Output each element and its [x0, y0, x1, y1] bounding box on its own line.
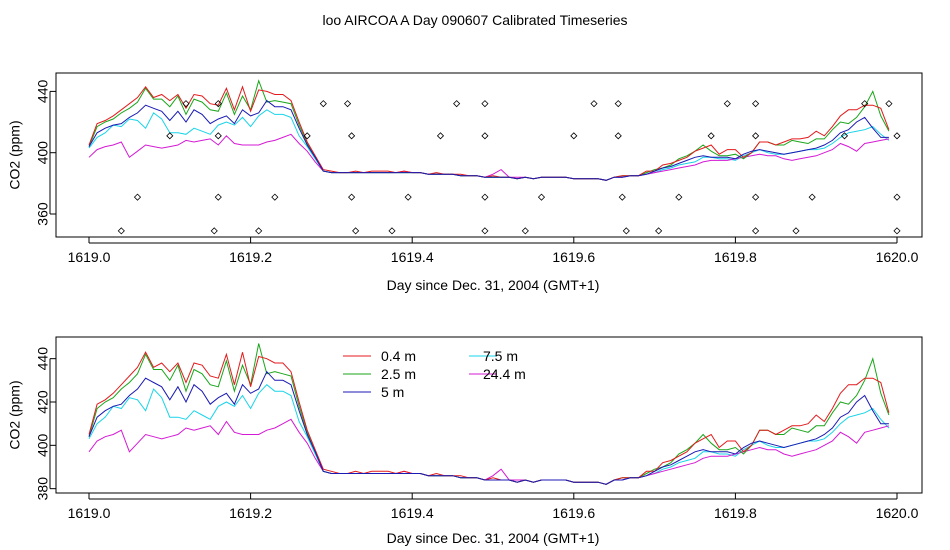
- flag-marker: [166, 132, 174, 140]
- x-axis-label: Day since Dec. 31, 2004 (GMT+1): [387, 530, 600, 546]
- flag-marker: [481, 227, 489, 235]
- x-tick-label: 1620.0: [876, 505, 919, 521]
- flag-marker: [893, 132, 901, 140]
- flag-marker: [570, 132, 578, 140]
- flag-marker: [622, 227, 630, 235]
- x-tick-label: 1620.0: [876, 249, 919, 265]
- y-tick-label: 360: [35, 202, 51, 226]
- flag-marker: [893, 227, 901, 235]
- flag-marker: [481, 132, 489, 140]
- flag-marker: [521, 227, 529, 235]
- flag-marker: [752, 227, 760, 235]
- flag-marker: [481, 100, 489, 108]
- bottom-panel: 1619.0 1619.2 1619.4 1619.6 1619.8 1620.0 380 4…: [7, 336, 923, 546]
- flag-marker: [352, 227, 360, 235]
- flag-marker: [808, 193, 816, 201]
- flag-marker: [214, 132, 222, 140]
- flag-marker: [348, 132, 356, 140]
- flag-marker: [618, 193, 626, 201]
- flag-marker: [303, 132, 311, 140]
- series-line-s5: [88, 99, 889, 181]
- x-tick-label: 1619.0: [68, 505, 111, 521]
- x-tick-label: 1619.0: [68, 249, 111, 265]
- x-tick-label: 1619.4: [391, 249, 434, 265]
- flag-marker: [707, 132, 715, 140]
- x-tick-label: 1619.8: [714, 505, 757, 521]
- x-tick-label: 1619.6: [552, 505, 595, 521]
- flag-marker: [537, 193, 546, 201]
- y-tick-label: 400: [35, 141, 51, 165]
- series-group: [88, 343, 890, 485]
- y-axis-label: CO2 (ppm): [7, 120, 23, 189]
- plot-frame: [55, 72, 923, 238]
- legend-label: 2.5 m: [381, 366, 416, 382]
- x-axis-label: Day since Dec. 31, 2004 (GMT+1): [387, 277, 600, 293]
- y-axis-label: CO2 (ppm): [7, 380, 23, 449]
- series-line-s75: [88, 109, 890, 181]
- flag-marker: [388, 227, 396, 235]
- legend-label: 24.4 m: [483, 366, 526, 382]
- flag-marker: [885, 100, 893, 108]
- series-line-s04: [88, 85, 890, 181]
- y-tick-label: 420: [35, 390, 51, 414]
- flag-marker: [840, 132, 849, 140]
- y-tick-label: 440: [35, 347, 51, 371]
- series-line-s244: [88, 418, 890, 485]
- series-line-s5: [88, 370, 889, 485]
- flag-marker: [348, 193, 356, 201]
- flag-marker: [255, 227, 263, 235]
- flag-marker: [436, 132, 445, 140]
- series-line-s04: [88, 351, 890, 485]
- flag-marker: [675, 193, 683, 201]
- flag-marker: [404, 193, 412, 201]
- flag-marker: [210, 227, 218, 235]
- y-tick-label: 380: [35, 477, 51, 501]
- series-line-s25: [88, 343, 890, 485]
- legend-label: 7.5 m: [483, 348, 518, 364]
- flag-marker: [614, 132, 622, 140]
- x-tick-label: 1619.8: [714, 249, 757, 265]
- flag-marker: [271, 193, 279, 201]
- series-line-s25: [88, 79, 890, 181]
- legend-label: 0.4 m: [381, 348, 416, 364]
- flag-marker: [861, 100, 869, 108]
- flag-marker: [893, 193, 901, 201]
- x-tick-label: 1619.4: [391, 505, 434, 521]
- flag-marker: [133, 193, 142, 201]
- x-tick-label: 1619.2: [229, 505, 272, 521]
- flag-marker: [182, 100, 190, 108]
- flag-marker: [655, 227, 663, 235]
- top-panel: 1619.0 1619.2 1619.4 1619.6 1619.8 1620.0 360 4…: [7, 72, 923, 293]
- x-tick-label: 1619.2: [229, 249, 272, 265]
- flag-marker: [792, 227, 800, 235]
- flag-marker: [319, 100, 327, 108]
- series-line-s244: [88, 133, 889, 181]
- flag-marker: [343, 100, 352, 108]
- series-group: [88, 79, 890, 181]
- plot-frame: [55, 336, 923, 494]
- figure-title: loo AIRCOA A Day 090607 Calibrated Times…: [322, 12, 627, 28]
- flag-marker: [752, 132, 760, 140]
- y-tick-label: 440: [35, 79, 51, 103]
- flag-marker: [481, 193, 489, 201]
- series-line-s75: [88, 384, 890, 485]
- flag-marker: [752, 100, 760, 108]
- flag-marker: [453, 100, 461, 108]
- flag-marker: [614, 100, 622, 108]
- y-tick-label: 400: [35, 433, 51, 457]
- x-tick-label: 1619.6: [552, 249, 595, 265]
- legend-label: 5 m: [381, 384, 404, 400]
- flag-marker: [214, 193, 222, 201]
- flag-marker: [214, 100, 222, 108]
- flag-marker: [752, 193, 760, 201]
- flag-marker: [723, 100, 731, 108]
- flag-marker: [590, 100, 598, 108]
- flag-marker: [117, 227, 125, 235]
